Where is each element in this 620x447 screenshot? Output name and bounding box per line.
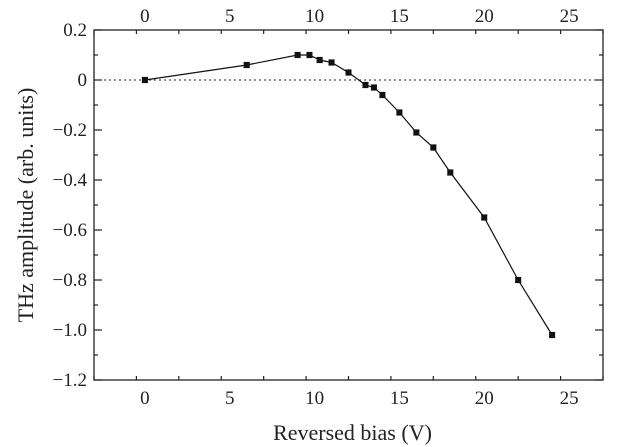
y-tick-label: −1.0 bbox=[53, 320, 87, 341]
y-tick-label: −1.2 bbox=[53, 370, 87, 391]
data-point bbox=[515, 277, 522, 283]
x-top-tick-label: 5 bbox=[225, 6, 235, 27]
data-point bbox=[316, 57, 323, 63]
x-top-tick-label: 20 bbox=[475, 6, 494, 27]
x-tick-label: 5 bbox=[225, 388, 235, 409]
x-tick-label: 25 bbox=[560, 388, 579, 409]
data-point bbox=[481, 214, 488, 221]
series-line bbox=[144, 54, 553, 336]
x-top-tick-label: 10 bbox=[305, 6, 324, 27]
data-point bbox=[370, 84, 377, 91]
y-tick-label: −0.8 bbox=[53, 270, 87, 291]
data-point bbox=[294, 52, 301, 58]
x-axis-title: Reversed bias (V) bbox=[273, 420, 432, 445]
data-point bbox=[430, 144, 437, 151]
data-point bbox=[447, 169, 454, 176]
data-point bbox=[549, 332, 556, 338]
y-tick-label: −0.4 bbox=[53, 170, 88, 191]
data-point bbox=[379, 92, 386, 98]
y-tick-label: 0.2 bbox=[63, 20, 87, 41]
data-point bbox=[243, 62, 250, 68]
data-point bbox=[141, 77, 148, 83]
x-tick-label: 0 bbox=[140, 388, 150, 409]
x-top-tick-label: 15 bbox=[390, 6, 409, 27]
y-tick-label: 0 bbox=[78, 70, 88, 91]
data-point bbox=[306, 52, 313, 58]
x-tick-label: 20 bbox=[475, 388, 494, 409]
data-point bbox=[396, 109, 403, 116]
data-point bbox=[362, 82, 369, 88]
data-point bbox=[413, 129, 420, 136]
x-top-tick-label: 25 bbox=[560, 6, 579, 27]
y-axis-title: THz amplitude (arb. units) bbox=[13, 88, 38, 323]
y-tick-label: −0.6 bbox=[53, 220, 87, 241]
x-tick-label: 15 bbox=[390, 388, 409, 409]
x-top-tick-label: 0 bbox=[140, 6, 150, 27]
x-tick-label: 10 bbox=[305, 388, 324, 409]
y-tick-label: −0.2 bbox=[53, 120, 87, 141]
plot-frame bbox=[93, 29, 604, 381]
data-point bbox=[345, 69, 352, 76]
data-point bbox=[328, 59, 335, 66]
